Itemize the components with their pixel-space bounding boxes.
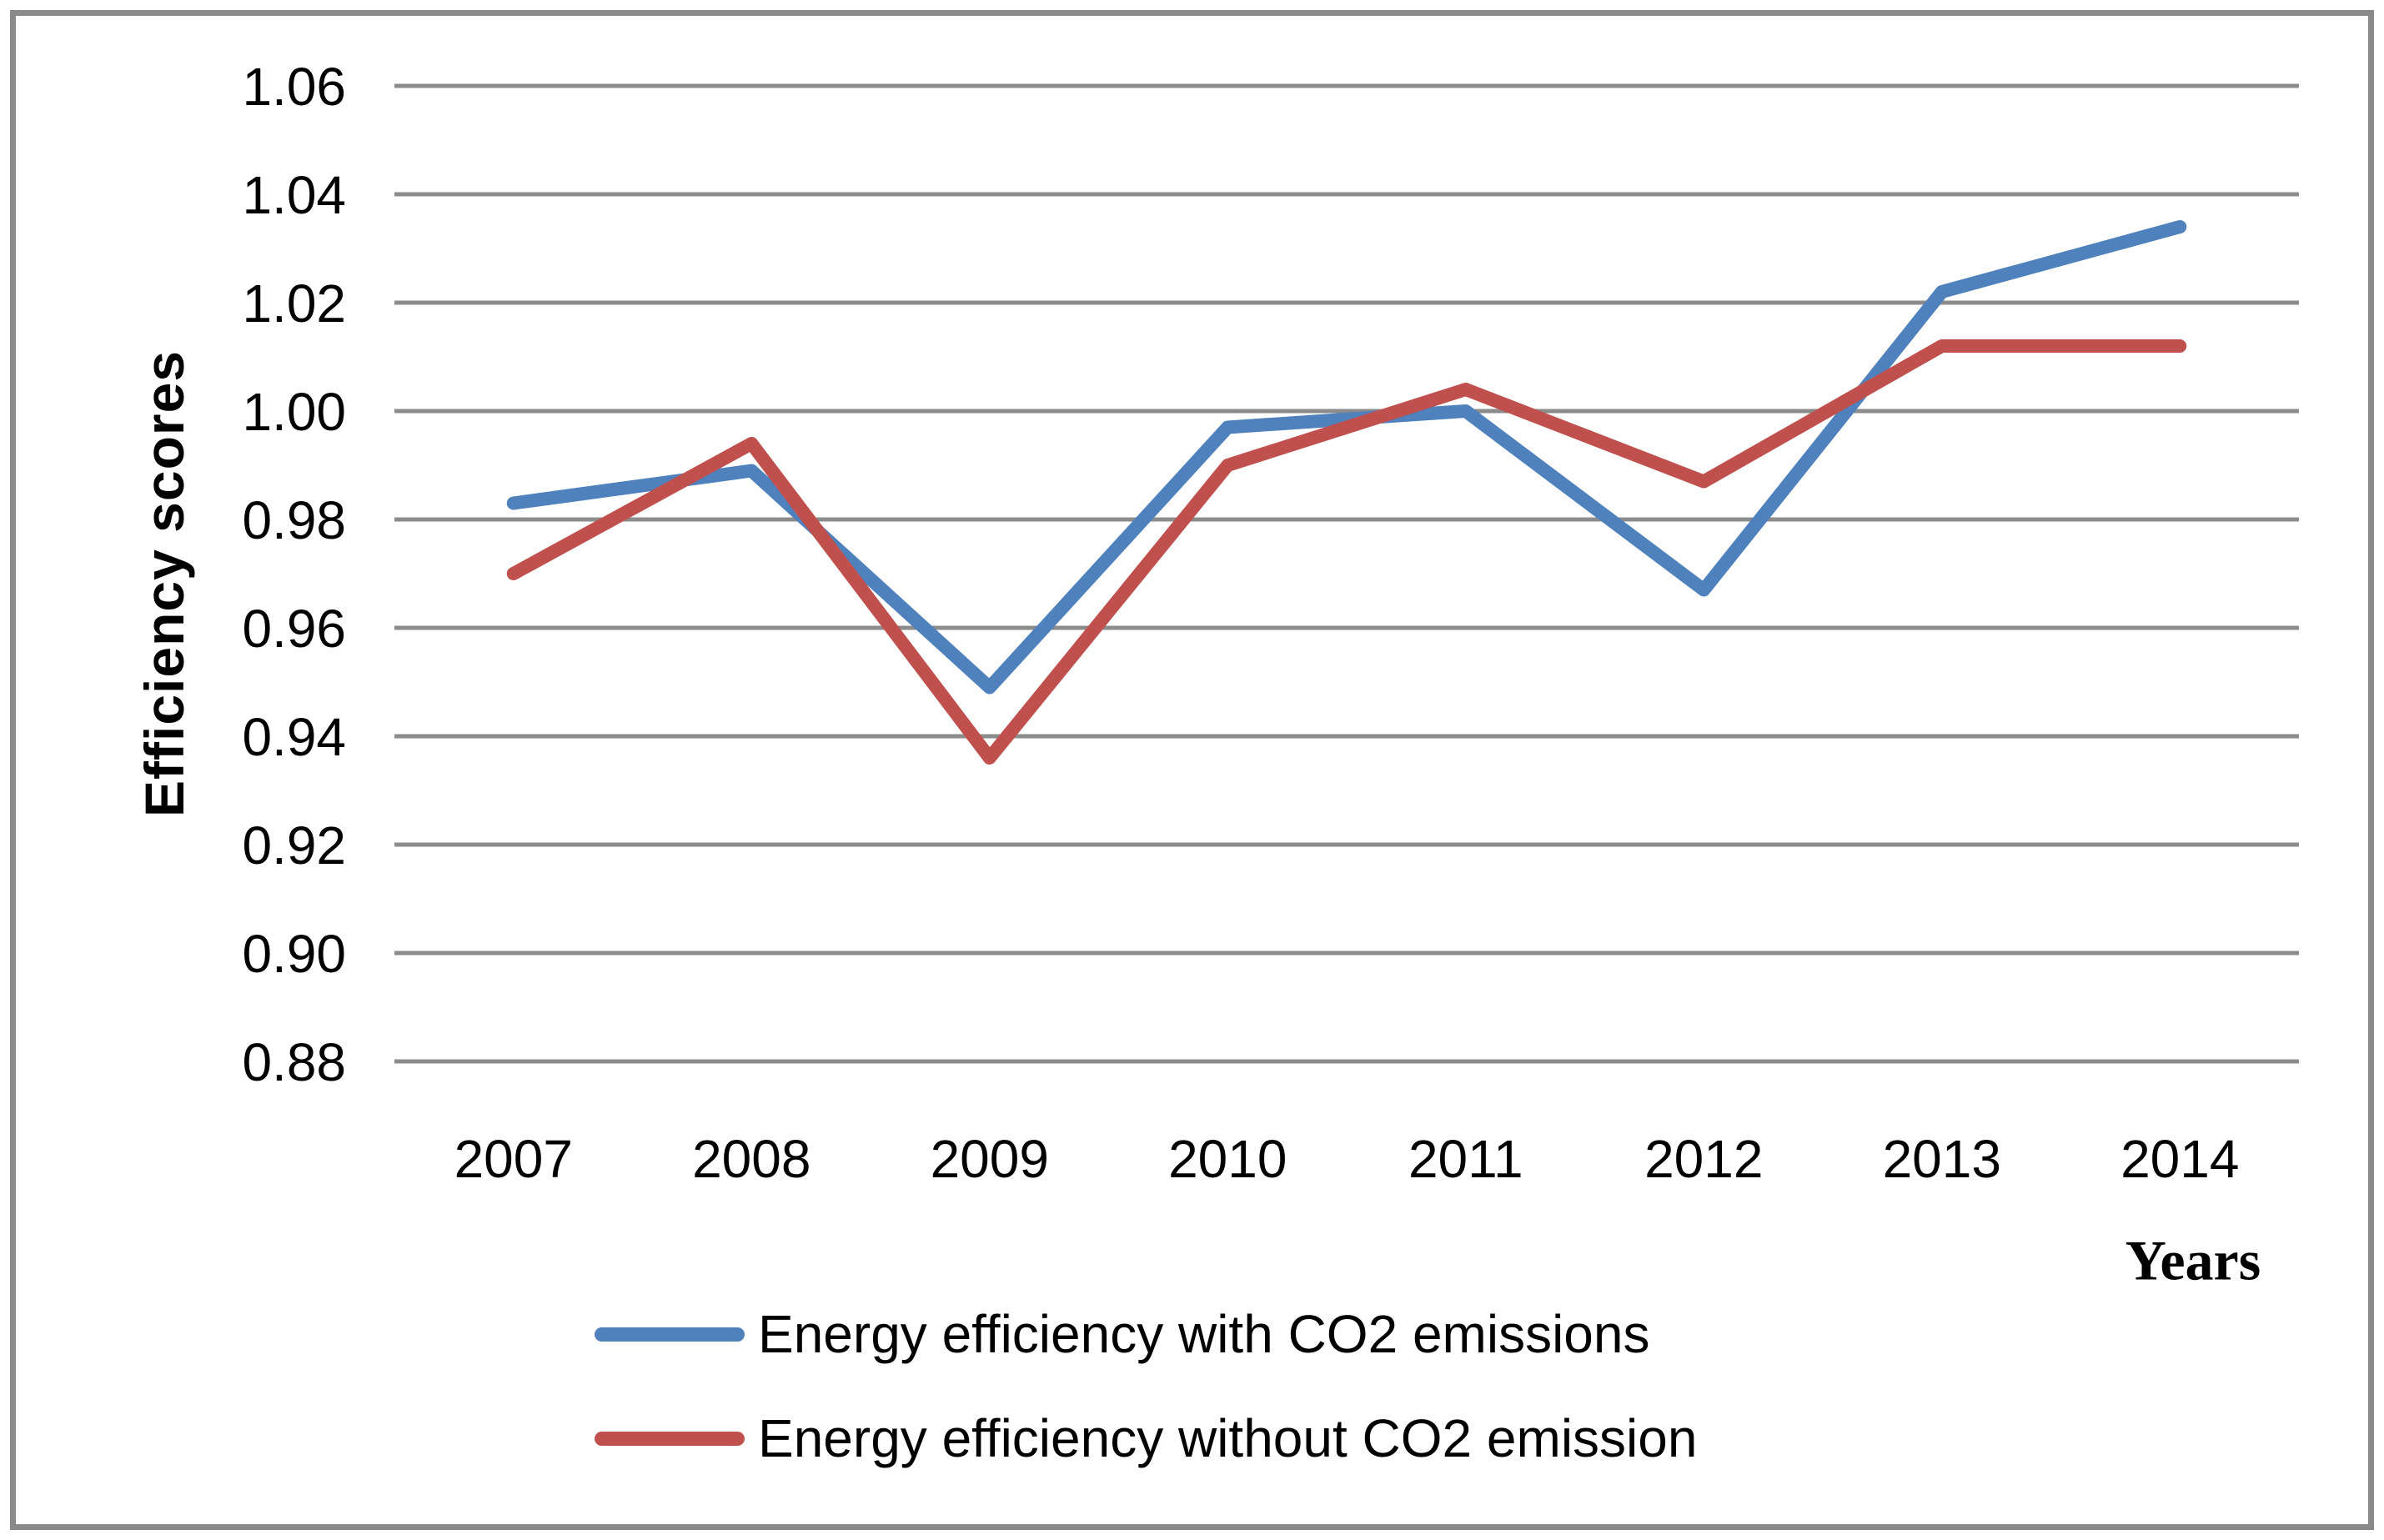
- x-tick-label: 2009: [931, 1129, 1049, 1189]
- legend: Energy efficiency with CO2 emissions Ener…: [595, 1297, 1697, 1505]
- y-tick-label: 1.04: [242, 165, 346, 225]
- y-tick-label: 0.96: [242, 599, 346, 659]
- x-tick-label: 2014: [2121, 1129, 2239, 1189]
- x-tick-labels-group: 2007 2008 2009 2010 2011 2012 2013 2014: [454, 1129, 2240, 1189]
- y-tick-label: 1.06: [242, 57, 346, 117]
- legend-line-swatch-icon: [595, 1327, 745, 1342]
- legend-line-swatch-icon: [595, 1431, 745, 1446]
- x-tick-label: 2010: [1168, 1129, 1287, 1189]
- x-tick-label: 2011: [1408, 1129, 1523, 1189]
- x-axis-title: Years: [2125, 1228, 2261, 1292]
- y-tick-labels-group: 1.06 1.04 1.02 1.00 0.98 0.96 0.94 0.92 0.90 0.88: [242, 57, 346, 1092]
- x-tick-label: 2012: [1644, 1129, 1763, 1189]
- chart-border: [10, 10, 2374, 1530]
- gridlines-group: [394, 83, 2299, 1064]
- y-tick-label: 0.90: [242, 924, 346, 984]
- y-tick-label: 0.88: [242, 1032, 346, 1092]
- legend-item: Energy efficiency with CO2 emissions: [595, 1297, 1697, 1372]
- y-tick-label: 0.92: [242, 815, 346, 875]
- y-tick-label: 0.94: [242, 707, 346, 767]
- x-tick-label: 2013: [1883, 1129, 2001, 1189]
- legend-label: Energy efficiency without CO2 emission: [758, 1408, 1698, 1468]
- x-tick-label: 2008: [692, 1129, 811, 1189]
- series-lines-group: [506, 220, 2187, 765]
- legend-item: Energy efficiency without CO2 emission: [595, 1401, 1697, 1476]
- y-tick-label: 0.98: [242, 490, 346, 550]
- legend-label: Energy efficiency with CO2 emissions: [758, 1304, 1650, 1364]
- y-tick-label: 1.02: [242, 273, 346, 334]
- y-tick-label: 1.00: [242, 382, 346, 442]
- y-axis-title: Efficiency scores: [133, 350, 195, 817]
- series-line-without-co2: [506, 339, 2187, 765]
- x-tick-label: 2007: [454, 1129, 573, 1189]
